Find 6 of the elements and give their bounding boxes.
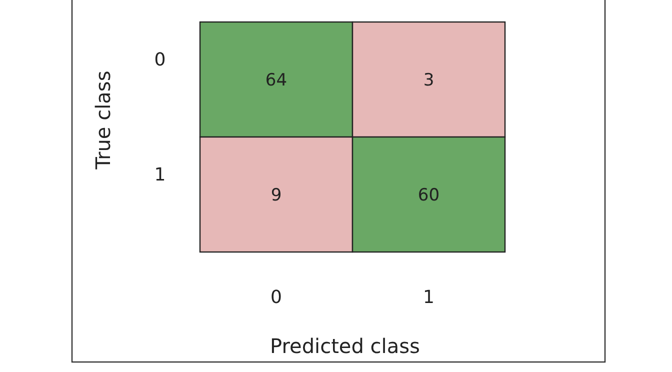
data-label: 3 xyxy=(423,70,434,90)
x-axis-title: Predicted class xyxy=(270,334,420,358)
y-axis-title: True class xyxy=(91,70,115,170)
data-label: 64 xyxy=(265,70,288,90)
data-label: 9 xyxy=(270,186,282,206)
data-label: 60 xyxy=(418,186,440,206)
